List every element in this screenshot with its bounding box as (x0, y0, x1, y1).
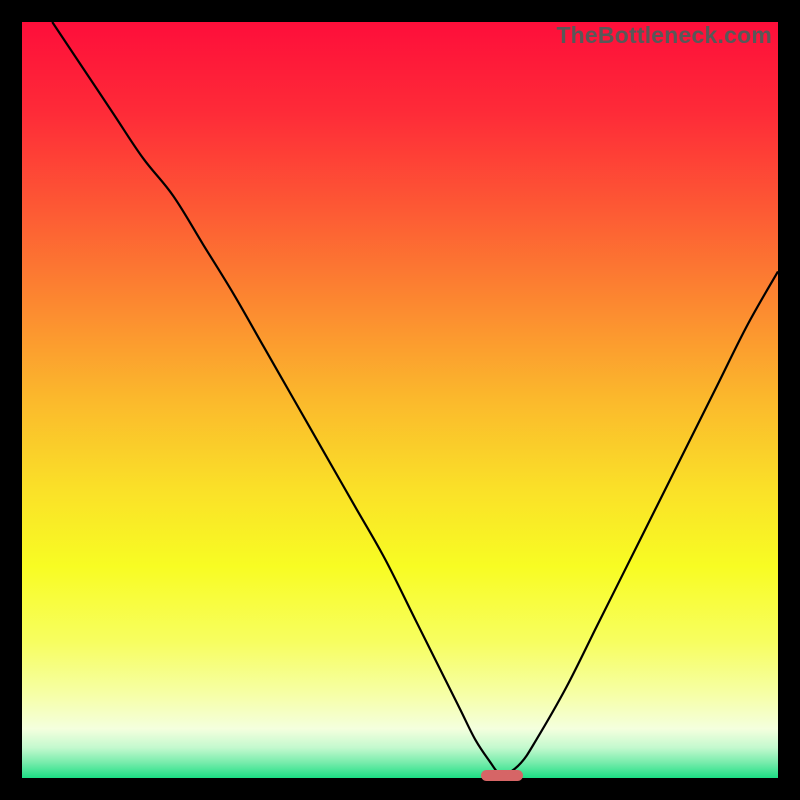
plot-area: TheBottleneck.com (22, 22, 778, 778)
optimal-marker (481, 770, 523, 781)
bottleneck-curve (22, 22, 778, 778)
watermark-text: TheBottleneck.com (556, 22, 772, 49)
chart-frame: TheBottleneck.com (0, 0, 800, 800)
